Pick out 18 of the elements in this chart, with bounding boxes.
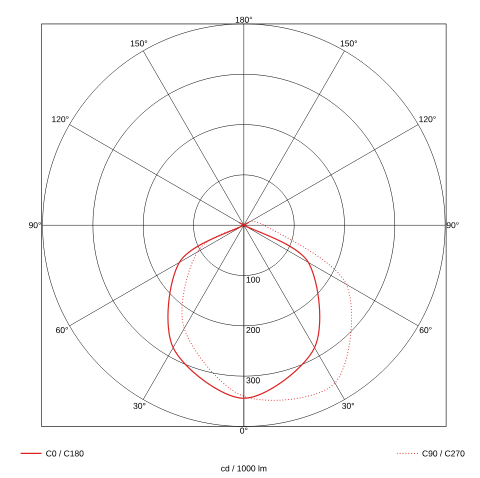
spoke-label: 60° <box>56 327 68 334</box>
y-tick-label: 300 <box>246 377 260 384</box>
spoke-label: 90° <box>28 222 41 228</box>
text: cd / 1000 lm <box>221 465 266 472</box>
spoke-label: 150° <box>130 40 148 46</box>
spoke-label: 90° <box>446 222 459 228</box>
spoke-label: 30° <box>342 402 354 409</box>
legend-label: C0 / C180 <box>46 450 84 456</box>
spoke-label: 30° <box>133 402 146 409</box>
spoke-label: 150° <box>340 40 358 46</box>
spoke-label: 120° <box>419 116 436 122</box>
legend-label: C90 / C270 <box>422 450 465 456</box>
spoke-label: 180° <box>236 16 252 23</box>
spoke-label: 120° <box>52 116 69 122</box>
spoke-label: 0° <box>240 428 248 434</box>
y-tick-label: 100 <box>246 276 260 283</box>
y-tick-label: 200 <box>246 326 260 333</box>
spoke-label: 60° <box>420 327 432 334</box>
